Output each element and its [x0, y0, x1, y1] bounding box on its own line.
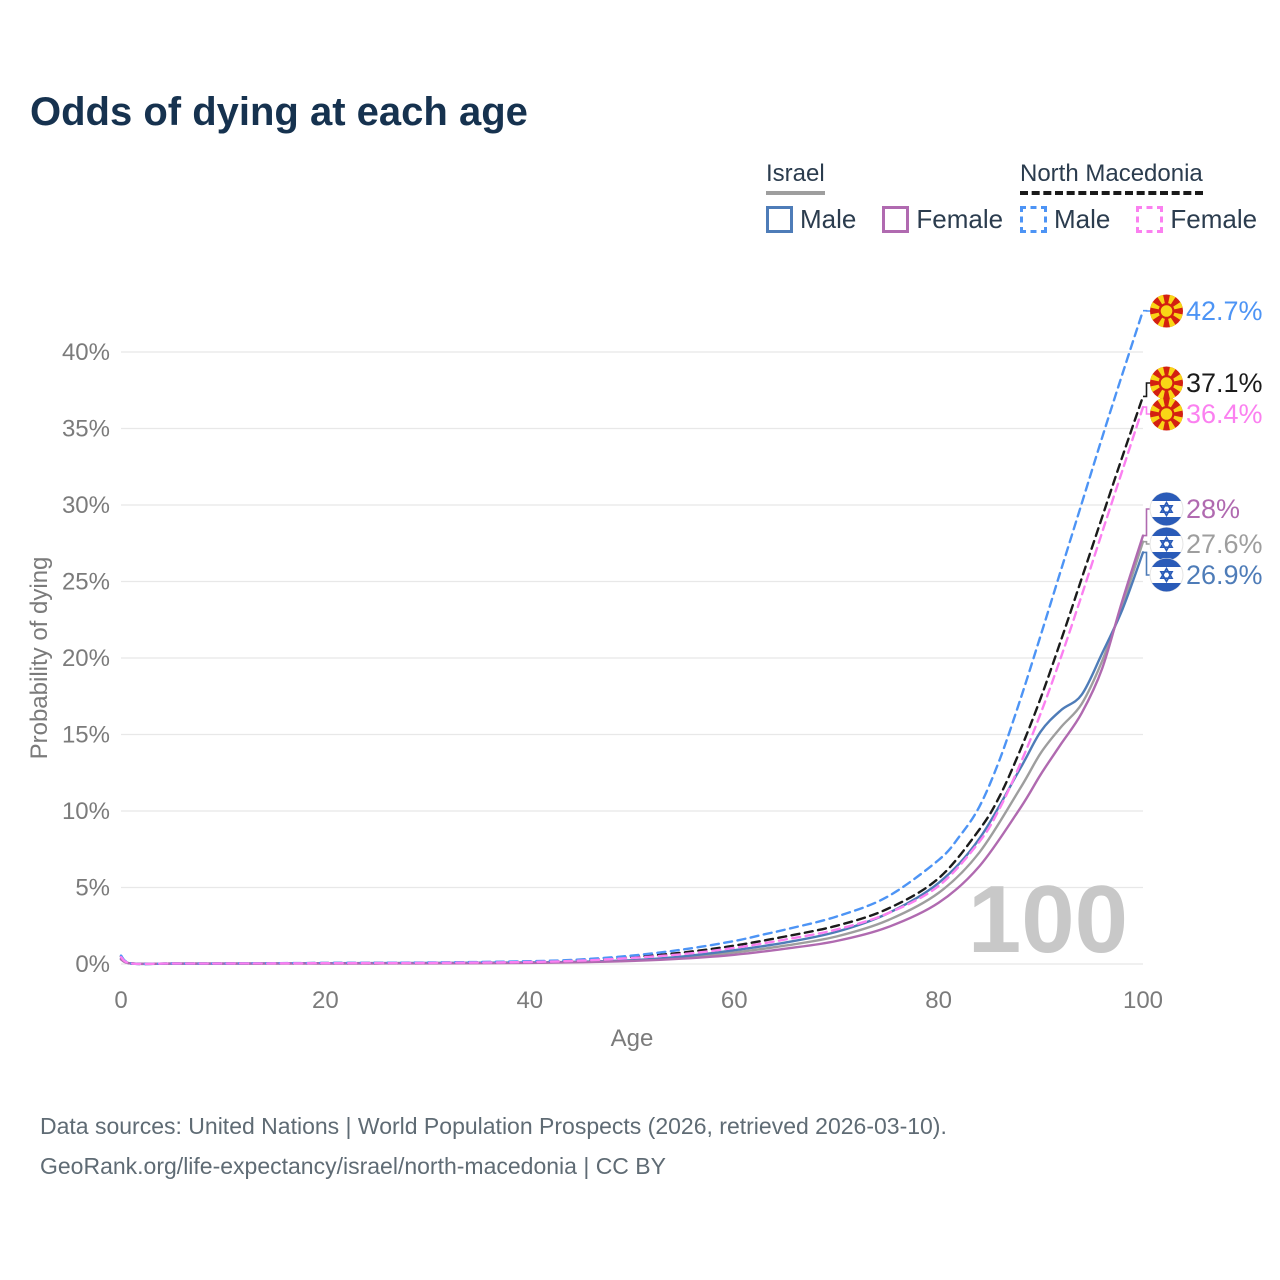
x-tick-40: 40	[516, 987, 543, 1014]
end-labels: 42.7% 37.1%36.4% 28% 27.6%26.9%	[1149, 293, 1263, 592]
legend-country-north-macedonia[interactable]: North Macedonia	[1020, 160, 1203, 195]
x-tick-20: 20	[312, 987, 339, 1014]
legend-swatch-israel-female	[882, 206, 910, 233]
end-label-israel-male: 26.9%	[1186, 560, 1263, 590]
label-leader-lines	[1143, 309, 1152, 576]
series-line-north-macedonia-female	[119, 405, 1145, 966]
israel-flag-icon	[1150, 558, 1184, 592]
y-tick-5: 5%	[75, 875, 110, 902]
legend-country-israel[interactable]: Israel	[766, 160, 825, 195]
end-label-north-macedonia-male: 42.7%	[1186, 296, 1263, 326]
y-axis-tick-labels: 0% 5% 10% 15% 20% 25% 30% 35% 40%	[62, 339, 110, 978]
y-tick-25: 25%	[62, 569, 110, 596]
leader-north-macedonia-both-sexes	[1143, 382, 1152, 398]
y-tick-30: 30%	[62, 492, 110, 519]
y-tick-35: 35%	[62, 416, 110, 443]
y-tick-0: 0%	[75, 951, 110, 978]
y-tick-10: 10%	[62, 798, 110, 825]
legend-label: Female	[1170, 204, 1258, 234]
israel-flag-icon	[1150, 492, 1184, 526]
leader-israel-female	[1143, 508, 1152, 537]
y-axis-title: Probability of dying	[26, 557, 53, 760]
y-tick-40: 40%	[62, 339, 110, 366]
legend-item-north-macedonia-male[interactable]: Male	[1020, 204, 1110, 235]
legend-item-north-macedonia-female[interactable]: Female	[1136, 204, 1257, 235]
legend-item-israel-female[interactable]: Female	[882, 204, 1003, 235]
end-label-israel-female: 28%	[1186, 494, 1240, 524]
north-macedonia-flag-icon	[1149, 396, 1184, 431]
y-tick-15: 15%	[62, 722, 110, 749]
y-tick-20: 20%	[62, 645, 110, 672]
legend-label: Male	[800, 204, 857, 234]
legend-items-north-macedonia: Male Female	[1020, 204, 1280, 235]
page-title: Odds of dying at each age	[30, 90, 528, 134]
x-tick-60: 60	[721, 987, 748, 1014]
end-label-north-macedonia-female: 36.4%	[1186, 399, 1263, 429]
legend-items-israel: Male Female	[766, 204, 1029, 235]
legend-label: Female	[916, 204, 1004, 234]
age-watermark: 100	[968, 866, 1128, 973]
legend-label: Male	[1054, 204, 1111, 234]
x-axis-title: Age	[611, 1025, 654, 1052]
legend-swatch-north-macedonia-male	[1020, 206, 1047, 233]
israel-flag-icon	[1150, 527, 1184, 561]
footer: Data sources: United Nations | World Pop…	[40, 1106, 947, 1186]
legend-item-israel-male[interactable]: Male	[766, 204, 856, 235]
leader-israel-both-sexes	[1143, 540, 1152, 545]
legend-group-north-macedonia: North Macedonia Male Female	[1020, 160, 1280, 235]
footer-url[interactable]: GeoRank.org/life-expectancy/israel/north…	[40, 1153, 666, 1179]
north-macedonia-flag-icon	[1149, 365, 1184, 400]
leader-north-macedonia-female	[1143, 406, 1152, 415]
legend-swatch-north-macedonia-female	[1136, 206, 1164, 233]
x-tick-80: 80	[925, 987, 952, 1014]
end-label-israel-both-sexes: 27.6%	[1186, 529, 1263, 559]
x-tick-100: 100	[1123, 987, 1163, 1014]
line-chart: 0% 5% 10% 15% 20% 25% 30% 35% 40% 0 20 40 60 80 100 A…	[26, 0, 1263, 1052]
legend-group-israel: Israel Male Female	[766, 160, 1029, 235]
leader-israel-male	[1143, 551, 1152, 576]
x-tick-0: 0	[114, 987, 127, 1014]
series-lines	[119, 309, 1145, 966]
footer-datasources: Data sources: United Nations | World Pop…	[40, 1113, 947, 1139]
legend: Israel Male Female North Macedonia Male Femal…	[0, 160, 1280, 250]
x-axis-tick-labels: 0 20 40 60 80 100	[114, 987, 1163, 1014]
legend-swatch-israel-male	[766, 206, 793, 233]
north-macedonia-flag-icon	[1149, 293, 1184, 328]
end-label-north-macedonia-both-sexes: 37.1%	[1186, 368, 1263, 398]
